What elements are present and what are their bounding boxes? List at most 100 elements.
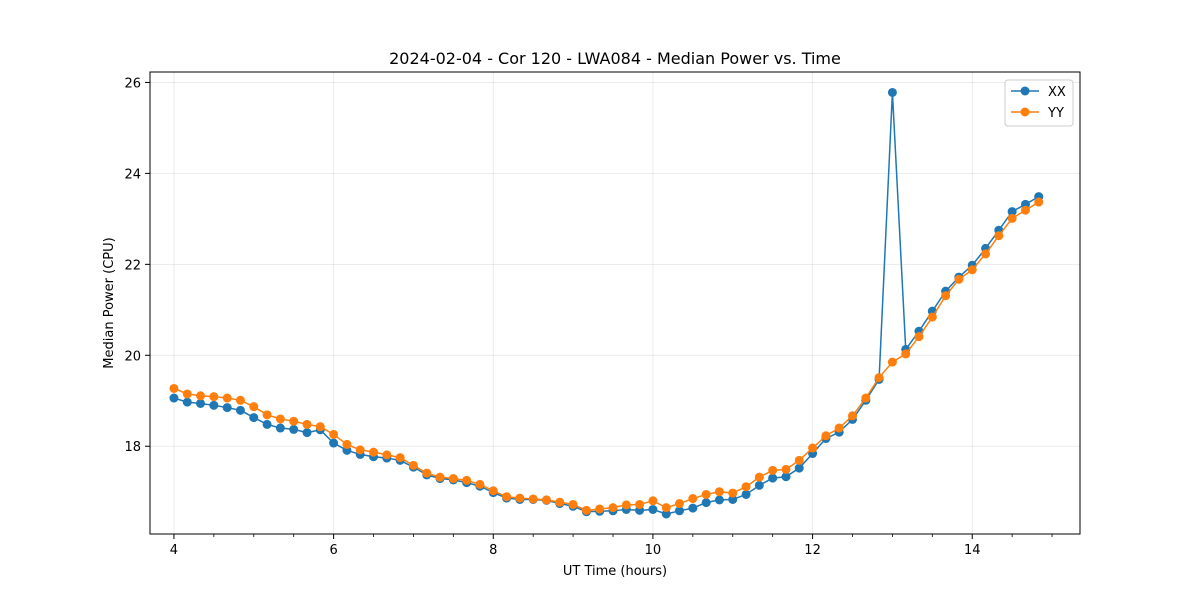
data-point-yy xyxy=(249,402,259,412)
grid xyxy=(150,72,1080,534)
plot-frame xyxy=(149,71,1081,535)
data-point-yy xyxy=(768,465,778,475)
legend-label-yy: YY xyxy=(1047,106,1064,121)
y-tick-label: 26 xyxy=(124,76,141,91)
data-point-xx xyxy=(249,413,259,423)
data-point-yy xyxy=(887,357,897,367)
data-point-yy xyxy=(728,488,738,498)
data-point-xx xyxy=(275,423,285,433)
data-point-yy xyxy=(502,492,512,502)
legend-marker-yy xyxy=(1020,107,1030,117)
x-tick-label: 8 xyxy=(489,543,497,558)
data-point-yy xyxy=(581,505,591,515)
data-point-yy xyxy=(688,494,698,504)
data-point-xx xyxy=(329,438,339,448)
legend-label-xx: XX xyxy=(1048,85,1066,100)
x-tick-label: 4 xyxy=(170,543,178,558)
legend-entry-xx: XX xyxy=(1011,85,1066,100)
legend-marker-xx xyxy=(1020,86,1030,96)
data-point-yy xyxy=(196,391,206,401)
data-point-yy xyxy=(661,503,671,513)
data-point-yy xyxy=(714,487,724,497)
data-point-yy xyxy=(834,423,844,433)
data-point-yy xyxy=(355,445,365,455)
data-point-xx xyxy=(661,509,671,519)
data-point-yy xyxy=(621,500,631,510)
data-point-xx xyxy=(262,419,272,429)
ticks: 4 6 8 10 12 14 18 20 22 24 26 xyxy=(124,76,1053,558)
data-point-yy xyxy=(847,411,857,421)
data-point-yy xyxy=(941,291,951,301)
data-point-yy xyxy=(542,495,552,505)
data-point-yy xyxy=(1034,197,1044,207)
data-point-yy xyxy=(302,419,312,429)
data-point-yy xyxy=(927,312,937,322)
data-point-xx xyxy=(235,405,245,415)
data-point-yy xyxy=(555,497,565,507)
data-point-yy xyxy=(874,373,884,383)
data-point-yy xyxy=(342,439,352,449)
data-point-xx xyxy=(781,472,791,482)
data-point-yy xyxy=(861,393,871,403)
data-point-yy xyxy=(635,499,645,509)
data-point-yy xyxy=(369,447,379,457)
y-tick-label: 18 xyxy=(124,440,141,455)
series-layer xyxy=(169,87,1044,519)
x-tick-label: 6 xyxy=(329,543,337,558)
data-point-xx xyxy=(1007,207,1017,217)
data-point-xx xyxy=(209,400,219,410)
data-point-xx xyxy=(196,398,206,408)
data-point-yy xyxy=(408,460,418,470)
data-point-xx xyxy=(887,87,897,97)
data-point-yy xyxy=(794,455,804,465)
chart-title: 2024-02-04 - Cor 120 - LWA084 - Median P… xyxy=(389,49,841,68)
y-tick-label: 24 xyxy=(124,167,141,182)
x-tick-label: 14 xyxy=(964,543,981,558)
data-point-yy xyxy=(475,479,485,489)
data-point-yy xyxy=(182,389,192,399)
y-tick-label: 22 xyxy=(124,258,141,273)
data-point-xx xyxy=(169,393,179,403)
data-point-yy xyxy=(528,494,538,504)
data-point-yy xyxy=(515,493,525,503)
data-point-xx xyxy=(754,480,764,490)
data-point-xx xyxy=(675,506,685,516)
data-point-yy xyxy=(289,416,299,426)
y-tick-label: 20 xyxy=(124,349,141,364)
data-point-yy xyxy=(462,475,472,485)
data-point-yy xyxy=(329,429,339,439)
data-point-xx xyxy=(289,424,299,434)
data-point-yy xyxy=(781,464,791,474)
data-point-yy xyxy=(901,349,911,359)
x-tick-label: 10 xyxy=(645,543,662,558)
data-point-yy xyxy=(1007,213,1017,223)
data-point-yy xyxy=(741,482,751,492)
data-point-yy xyxy=(914,332,924,342)
data-point-xx xyxy=(728,494,738,504)
data-point-yy xyxy=(595,504,605,514)
data-point-xx xyxy=(768,473,778,483)
data-point-yy xyxy=(315,422,325,432)
data-point-yy xyxy=(448,474,458,484)
data-point-yy xyxy=(967,265,977,275)
data-point-yy xyxy=(422,468,432,478)
data-point-yy xyxy=(395,453,405,463)
data-point-yy xyxy=(954,274,964,284)
data-point-yy xyxy=(675,499,685,509)
series-yy xyxy=(169,197,1044,515)
data-point-xx xyxy=(302,428,312,438)
x-axis-label: UT Time (hours) xyxy=(563,564,667,579)
data-point-xx xyxy=(182,397,192,407)
data-point-yy xyxy=(382,450,392,460)
data-point-yy xyxy=(209,392,219,402)
x-tick-label: 12 xyxy=(804,543,821,558)
data-point-yy xyxy=(262,410,272,420)
legend: XX YY xyxy=(1004,79,1074,127)
data-point-xx xyxy=(714,495,724,505)
data-point-yy xyxy=(981,249,991,259)
data-point-xx xyxy=(222,403,232,413)
data-point-yy xyxy=(235,395,245,405)
data-point-yy xyxy=(648,496,658,506)
data-point-xx xyxy=(794,463,804,473)
